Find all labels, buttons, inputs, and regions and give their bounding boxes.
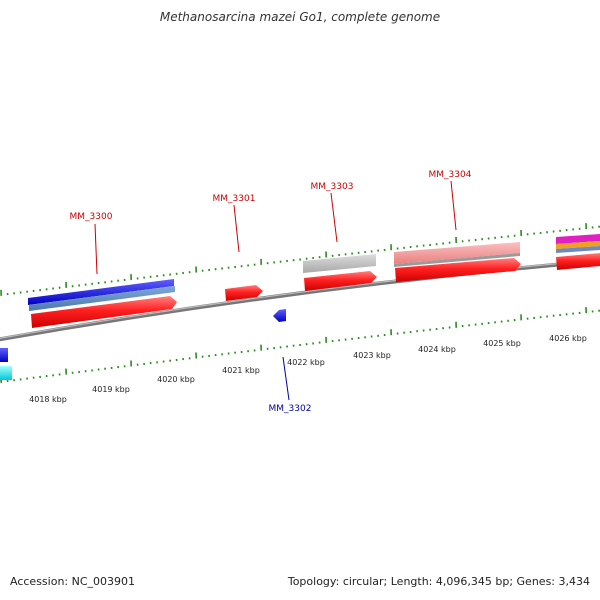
gene-label-mm-3301: MM_3301	[213, 194, 256, 204]
scale-label: 4019 kbp	[92, 385, 130, 394]
gene-arrow-mm-3300	[31, 296, 177, 328]
scale-label: 4023 kbp	[353, 351, 391, 360]
gene-arrow-mm-3301	[225, 285, 263, 301]
map-title: Methanosarcina mazei Go1, complete genom…	[159, 10, 441, 24]
gene-arrow-mm-3302	[273, 309, 286, 322]
gene-label-mm-3302: MM_3302	[269, 404, 312, 414]
scale-label: 4018 kbp	[29, 395, 67, 404]
genome-backbone	[0, 258, 600, 342]
upper-tick-ring	[0, 223, 600, 296]
gene-label-mm-3303: MM_3303	[311, 182, 354, 192]
feature-ring-outer	[28, 234, 600, 311]
scale-labels: 4018 kbp 4019 kbp 4020 kbp 4021 kbp 4022…	[29, 334, 587, 404]
leader-line-mm-3302	[282, 356, 290, 401]
scale-label: 4021 kbp	[222, 366, 260, 375]
gene-label-mm-3300: MM_3300	[70, 212, 113, 222]
lower-tick-ring	[0, 307, 600, 383]
gene-block-blue-left	[0, 348, 8, 362]
leader-line-mm-3303	[330, 192, 338, 243]
gene-block-gray	[303, 254, 376, 273]
gene-arrow-mm-3303	[304, 271, 377, 291]
gene-block-steel	[29, 286, 175, 311]
scale-label: 4025 kbp	[483, 339, 521, 348]
forward-strand-genes	[31, 253, 600, 328]
reverse-strand-genes	[0, 309, 286, 380]
accession-text: Accession: NC_003901	[10, 575, 136, 588]
genome-summary-text: Topology: circular; Length: 4,096,345 bp…	[287, 575, 590, 588]
leader-line-mm-3301	[233, 204, 240, 253]
scale-label: 4026 kbp	[549, 334, 587, 343]
label-leader-lines	[94, 180, 457, 401]
gene-block-gray-thin	[394, 253, 520, 267]
genome-backbone-highlight	[0, 259, 600, 339]
scale-label: 4022 kbp	[287, 358, 325, 367]
leader-line-mm-3300	[94, 223, 98, 275]
gene-labels: MM_3300 MM_3301 MM_3302 MM_3303 MM_3304	[70, 170, 472, 414]
gene-block-magenta	[556, 234, 600, 244]
gene-block-pink	[394, 242, 520, 264]
leader-line-mm-3304	[450, 180, 457, 231]
gene-label-mm-3304: MM_3304	[429, 170, 472, 180]
scale-label: 4020 kbp	[157, 375, 195, 384]
gene-block-cyan-left	[0, 366, 12, 380]
gene-block-orange	[556, 241, 600, 249]
gene-block-red-right	[556, 253, 600, 270]
gene-arrow-mm-3304	[395, 258, 521, 282]
gene-block-blue	[28, 279, 174, 305]
gene-block-steel-right	[556, 246, 600, 253]
scale-label: 4024 kbp	[418, 345, 456, 354]
